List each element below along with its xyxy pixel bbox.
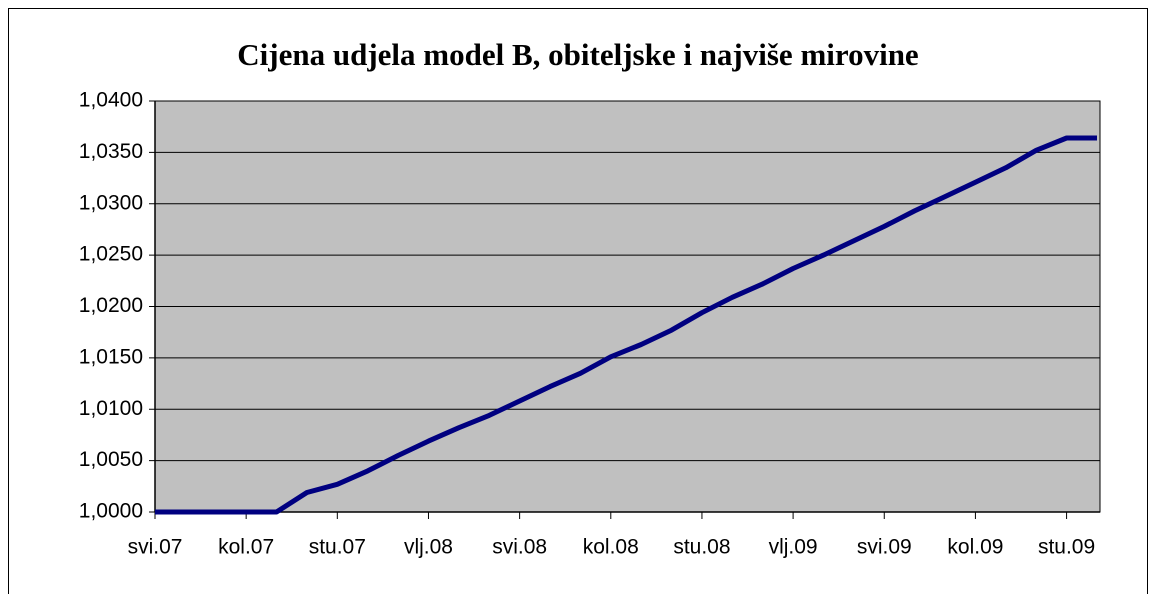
- chart-title: Cijena udjela model B, obiteljske i najv…: [237, 37, 918, 72]
- x-tick-label: kol.08: [583, 536, 639, 559]
- y-tick-label: 1,0000: [79, 500, 143, 523]
- x-tick-label: svi.07: [128, 536, 183, 559]
- y-tick-label: 1,0050: [79, 448, 143, 471]
- x-tick-label: stu.09: [1038, 536, 1095, 559]
- y-tick-label: 1,0300: [79, 191, 143, 214]
- x-tick-label: svi.08: [492, 536, 547, 559]
- x-tick-label: stu.08: [673, 536, 730, 559]
- x-tick-label: vlj.09: [769, 536, 818, 559]
- y-tick-label: 1,0150: [79, 345, 143, 368]
- y-tick-label: 1,0200: [79, 294, 143, 317]
- y-tick-label: 1,0350: [79, 140, 143, 163]
- x-tick-label: kol.09: [947, 536, 1003, 559]
- y-tick-label: 1,0250: [79, 243, 143, 266]
- y-tick-label: 1,0100: [79, 397, 143, 420]
- x-tick-label: svi.09: [857, 536, 912, 559]
- y-tick-label: 1,0400: [79, 89, 143, 112]
- x-tick-label: stu.07: [309, 536, 366, 559]
- x-tick-label: vlj.08: [404, 536, 453, 559]
- data-line: [155, 135, 1097, 515]
- x-tick-label: kol.07: [218, 536, 274, 559]
